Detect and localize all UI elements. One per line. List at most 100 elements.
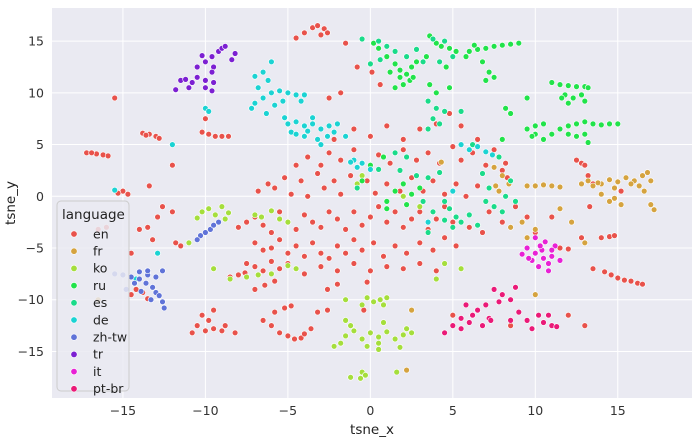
data-point [548, 182, 555, 190]
data-point [499, 136, 506, 143]
data-point [466, 211, 473, 219]
data-point [400, 180, 407, 188]
data-point [380, 153, 387, 161]
data-point [433, 267, 440, 274]
data-point [523, 213, 531, 221]
data-point [301, 133, 308, 140]
data-point [325, 255, 333, 262]
data-point [558, 94, 565, 102]
data-point [386, 68, 394, 76]
data-point [317, 250, 325, 257]
data-point [383, 53, 390, 60]
data-point [215, 218, 222, 226]
data-point [367, 329, 374, 336]
data-point [136, 268, 143, 275]
data-point [446, 45, 453, 52]
data-point [284, 332, 292, 340]
data-point [556, 257, 564, 264]
data-point [396, 74, 404, 81]
data-point [342, 250, 349, 257]
data-point [441, 198, 448, 205]
data-point [243, 260, 250, 267]
data-point [568, 218, 575, 226]
data-point [292, 265, 300, 272]
data-point [301, 330, 308, 338]
data-point [584, 139, 592, 146]
data-point [342, 332, 349, 340]
data-point [424, 174, 432, 181]
data-point [416, 260, 423, 267]
data-point [499, 172, 506, 179]
data-point [548, 79, 555, 86]
data-point [358, 35, 366, 43]
data-point [276, 208, 283, 216]
data-point [208, 53, 216, 60]
data-point [489, 151, 496, 159]
data-point [268, 322, 275, 329]
data-point [159, 203, 166, 210]
data-point [391, 242, 399, 250]
data-point [291, 335, 298, 343]
data-point [545, 267, 552, 274]
data-point [482, 301, 489, 309]
data-point [490, 74, 498, 81]
data-point [317, 31, 325, 39]
data-point [499, 218, 506, 226]
data-point [194, 214, 201, 222]
legend-marker [70, 368, 78, 376]
data-point [342, 133, 349, 140]
data-point [474, 306, 481, 314]
legend-label: tr [93, 347, 104, 362]
data-point [423, 53, 430, 60]
data-point [499, 291, 506, 298]
series-pt-br [441, 284, 560, 336]
data-point [337, 156, 344, 164]
data-point [142, 132, 150, 139]
data-point [210, 325, 217, 332]
data-point [617, 201, 625, 208]
data-point [523, 317, 531, 324]
data-point [301, 211, 308, 219]
data-point [540, 120, 547, 128]
data-point [553, 323, 560, 330]
data-point [284, 262, 292, 269]
data-point [471, 41, 478, 49]
data-point [185, 84, 193, 91]
data-point [573, 120, 580, 128]
data-point [614, 178, 621, 186]
data-point [314, 136, 321, 143]
data-point [466, 319, 473, 326]
data-point [433, 89, 440, 97]
data-point [264, 180, 272, 188]
x-axis-title: tsne_x [350, 422, 394, 438]
data-point [304, 193, 311, 200]
data-point [647, 177, 654, 185]
data-point [452, 213, 460, 221]
data-point [368, 68, 376, 76]
data-point [301, 122, 308, 130]
data-point [490, 286, 498, 293]
data-point [212, 133, 219, 140]
data-point [284, 120, 292, 128]
data-point [614, 120, 621, 128]
data-point [330, 343, 338, 350]
data-point [309, 114, 316, 121]
data-point [424, 218, 432, 226]
data-point [264, 77, 272, 84]
data-point [258, 213, 265, 221]
data-point [528, 133, 536, 140]
data-point [441, 234, 448, 241]
legend-marker [70, 333, 78, 341]
data-point [408, 306, 415, 314]
legend-label: de [93, 312, 109, 327]
y-tick-label: 0 [36, 189, 44, 204]
data-point [647, 201, 654, 208]
data-point [507, 40, 514, 48]
data-point [383, 294, 390, 301]
data-point [377, 296, 384, 303]
data-point [573, 133, 580, 140]
data-point [104, 152, 112, 160]
data-point [202, 58, 209, 65]
series-de [111, 58, 496, 283]
legend: language en fr ko ru es de zh-tw tr it pt-br [56, 200, 130, 396]
